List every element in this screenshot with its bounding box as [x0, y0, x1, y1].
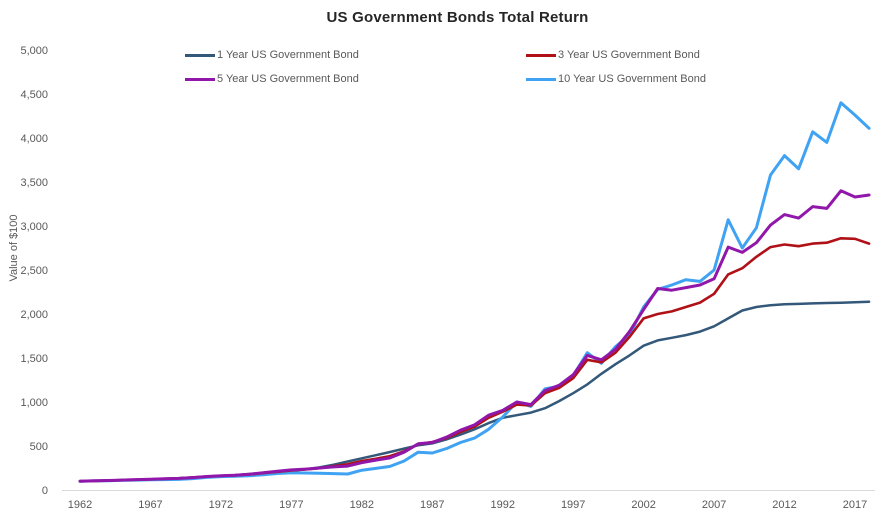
series-line-3-year	[78, 237, 871, 483]
x-tick-label: 2007	[702, 499, 726, 511]
y-tick-label: 5,000	[20, 45, 48, 57]
x-tick-label: 1967	[138, 499, 162, 511]
y-tick-label: 4,000	[20, 133, 48, 145]
x-tick-label: 2017	[843, 499, 867, 511]
legend-label-1-year: 1 Year US Government Bond	[217, 49, 359, 61]
y-tick-label: 2,000	[20, 309, 48, 321]
y-tick-label: 1,000	[20, 397, 48, 409]
chart-title: US Government Bonds Total Return	[326, 9, 589, 26]
legend-item-10-year: 10 Year US Government Bond	[526, 73, 706, 85]
legend-swatch-10-year	[526, 77, 556, 81]
legend-label-5-year: 5 Year US Government Bond	[217, 73, 359, 85]
x-tick-label: 1987	[420, 499, 444, 511]
x-tick-label: 1992	[490, 499, 514, 511]
y-tick-label: 3,000	[20, 221, 48, 233]
x-tick-label: 2012	[772, 499, 796, 511]
legend-swatch-5-year	[185, 77, 215, 81]
legend-label-3-year: 3 Year US Government Bond	[558, 49, 700, 61]
x-tick-label: 1962	[68, 499, 92, 511]
legend-item-1-year: 1 Year US Government Bond	[185, 49, 359, 61]
legend-label-10-year: 10 Year US Government Bond	[558, 73, 706, 85]
x-tick-label: 1997	[561, 499, 585, 511]
y-tick-label: 500	[30, 441, 48, 453]
x-tick-label: 1972	[209, 499, 233, 511]
y-tick-label: 1,500	[20, 353, 48, 365]
y-tick-label: 3,500	[20, 177, 48, 189]
y-tick-label: 0	[42, 485, 48, 497]
x-tick-label: 2002	[631, 499, 655, 511]
legend-swatch-3-year	[526, 53, 556, 57]
legend-swatch-1-year	[185, 53, 215, 57]
x-tick-label: 1982	[350, 499, 374, 511]
legend-item-5-year: 5 Year US Government Bond	[185, 73, 359, 85]
x-tick-label: 1977	[279, 499, 303, 511]
series-line-1-year	[78, 300, 871, 483]
y-tick-label: 4,500	[20, 89, 48, 101]
legend-item-3-year: 3 Year US Government Bond	[526, 49, 700, 61]
series-line-5-year	[78, 189, 871, 483]
y-tick-label: 2,500	[20, 265, 48, 277]
